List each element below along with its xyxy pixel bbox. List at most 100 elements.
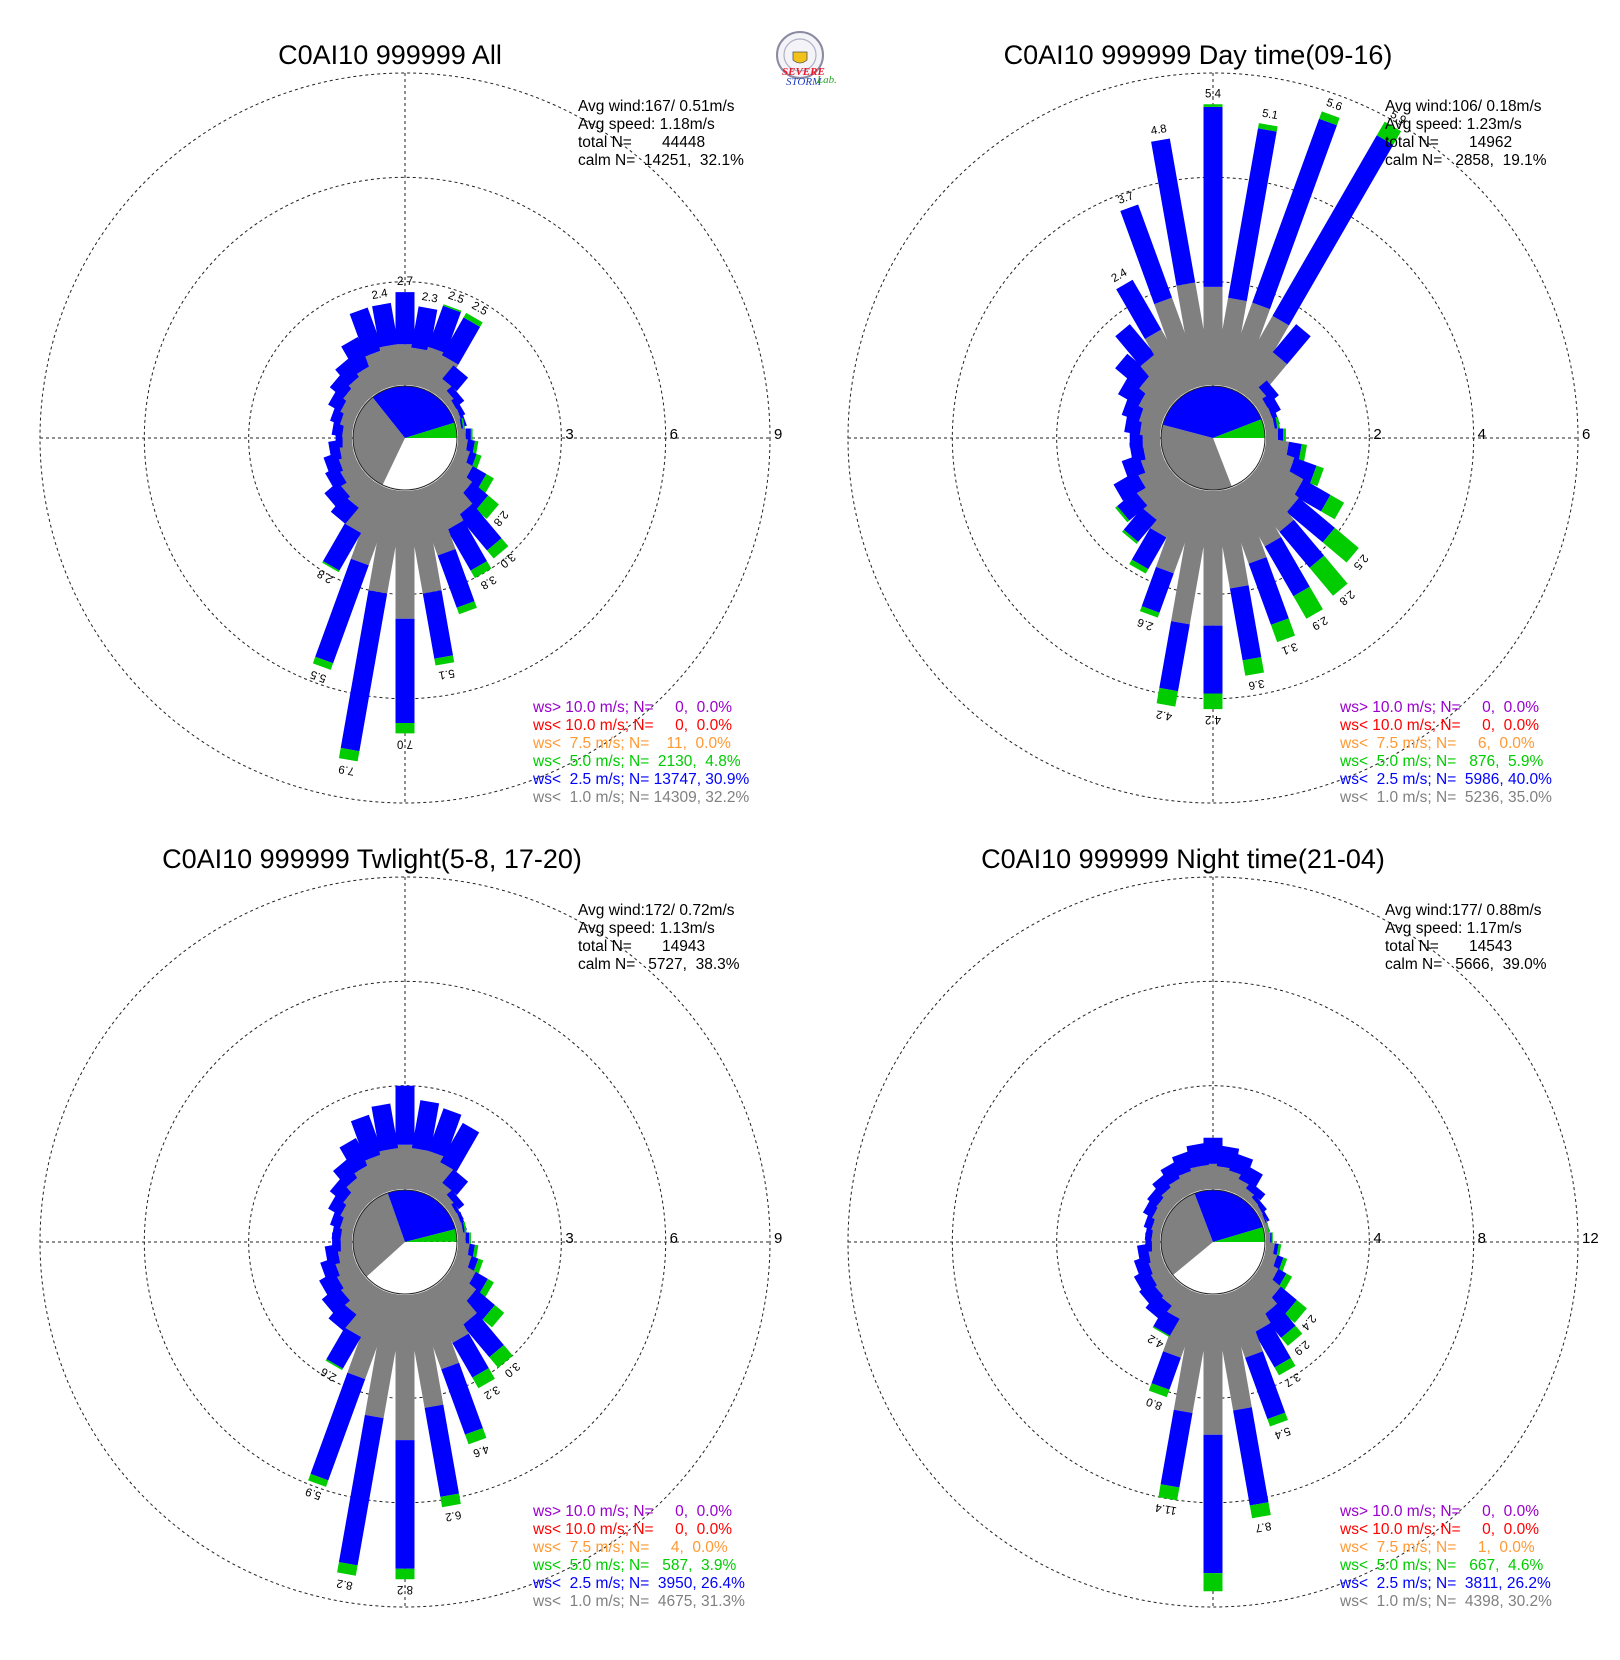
petal-ws-lt5-180: [395, 1568, 415, 1580]
petal-ws-lt2_5-20: [428, 305, 461, 354]
stats-line: Avg speed: 1.13m/s: [578, 920, 715, 937]
petal-ws-lt5-200: [1139, 606, 1160, 618]
petal-ws-lt2_5-210: [1131, 528, 1167, 570]
calm-pie-slice: [387, 1190, 456, 1242]
calm-pie-slice: [366, 1242, 457, 1295]
petal-ws-lt5-0: [1203, 104, 1223, 107]
petal-ws-lt5-140: [1281, 1325, 1303, 1346]
petal-ws-lt5-30: [463, 312, 483, 327]
petal-value-label: 11.4: [1154, 1501, 1178, 1517]
petal-value-label: 5.6: [1325, 97, 1344, 114]
petal-ws-lt1-220: [344, 472, 379, 508]
petal-ws-lt5-190: [1156, 687, 1178, 707]
petal-ws-lt2_5-60: [1262, 393, 1281, 415]
petal-ws-lt2_5-250: [1121, 454, 1146, 479]
petal-ws-lt2_5-130: [464, 1289, 495, 1320]
petal-ws-lt2_5-200: [1151, 1351, 1181, 1390]
stats-line: Avg wind:172/ 0.72m/s: [578, 902, 735, 919]
petal-ws-lt1-190: [1171, 488, 1214, 625]
petal-ws-lt2_5-50: [1258, 380, 1279, 402]
petal-value-label: 3.7: [1116, 190, 1135, 207]
petal-ws-lt1-190: [1173, 1292, 1214, 1413]
legend-entry: ws< 10.0 m/s; N= 0, 0.0%: [1339, 717, 1539, 734]
ring-tick-label: 6: [670, 426, 678, 443]
petal-ws-lt5-220: [1122, 529, 1139, 544]
calm-pie-slice: [1194, 1190, 1263, 1242]
calm-pie-slice: [372, 385, 455, 438]
severe-storm-lab-logo: SEVERE STORM Lab.: [776, 31, 837, 88]
stats-line: Avg wind:167/ 0.51m/s: [578, 98, 735, 115]
petal-ws-lt5-180: [1203, 693, 1223, 710]
legend-entry: ws< 5.0 m/s; N= 876, 5.9%: [1339, 753, 1544, 770]
petal-ws-lt5-130: [1322, 527, 1359, 563]
petal-ws-lt2_5-160: [441, 1362, 483, 1435]
calm-pie-slice: [1172, 1242, 1265, 1294]
petal-value-label: 7.0: [397, 737, 413, 749]
calm-pie-slice: [405, 1229, 457, 1242]
grid-ring: [248, 281, 562, 595]
petal-ws-lt2_5-160: [437, 549, 475, 608]
calm-circle-outline: [1160, 1189, 1266, 1295]
petal-ws-lt2_5-350: [372, 302, 399, 348]
petal-ws-lt2_5-50: [446, 1190, 465, 1210]
petal-ws-lt5-170: [1242, 657, 1264, 676]
petal-ws-lt2_5-140: [462, 1313, 504, 1358]
petal-ws-lt5-120: [1321, 494, 1345, 520]
petal-ws-lt1-30: [1231, 315, 1289, 397]
petal-ws-lt1-140: [1239, 472, 1294, 532]
petal-ws-lt2_5-180: [1203, 1434, 1223, 1574]
petal-ws-lt2_5-330: [341, 337, 374, 374]
petal-ws-lt2_5-200: [1141, 566, 1174, 613]
calm-pie-slice: [1213, 438, 1265, 487]
petal-ws-lt5-200: [1148, 1383, 1170, 1398]
petal-ws-lt1-200: [350, 484, 396, 566]
petal-ws-lt2_5-190: [338, 1414, 384, 1566]
logo-shield-icon: [792, 51, 808, 64]
petal-ws-lt5-210: [1129, 559, 1149, 574]
panel-title: C0AI10 999999 Night time(21-04): [981, 844, 1385, 874]
petal-ws-lt1-350: [1190, 1164, 1214, 1192]
legend-entry: ws< 5.0 m/s; N= 587, 3.9%: [532, 1557, 737, 1574]
petal-ws-lt1-120: [1254, 456, 1304, 496]
petal-ws-lt5-160: [456, 601, 477, 615]
petal-value-label: 5.4: [1272, 1424, 1292, 1441]
petal-ws-lt1-20: [1222, 302, 1270, 392]
calm-pie-slice: [353, 397, 405, 485]
petal-ws-lt2_5-10: [411, 1100, 440, 1152]
petal-ws-lt5-150: [1293, 586, 1323, 619]
petal-ws-lt5-170: [434, 655, 455, 666]
petal-ws-lt2_5-190: [1159, 621, 1190, 692]
calm-pie-slice: [1213, 419, 1265, 438]
petal-ws-lt2_5-350: [1186, 1142, 1209, 1168]
legend-entry: ws< 10.0 m/s; N= 0, 0.0%: [1339, 1521, 1539, 1538]
petal-ws-lt2_5-220: [328, 1302, 357, 1331]
petal-ws-lt1-20: [414, 1150, 446, 1196]
legend-entry: ws< 1.0 m/s; N= 4398, 30.2%: [1339, 1593, 1552, 1610]
petal-value-label: 4.2: [1155, 707, 1173, 722]
petal-value-label: 4.2: [1205, 713, 1221, 725]
petal-ws-lt5-30: [1376, 121, 1402, 145]
legend-entry: ws< 5.0 m/s; N= 2130, 4.8%: [532, 753, 741, 770]
petal-ws-lt5-10: [1258, 123, 1278, 132]
petal-ws-lt2_5-230: [321, 1286, 350, 1314]
petal-ws-lt2_5-320: [333, 1158, 361, 1187]
legend-entry: ws< 10.0 m/s; N= 0, 0.0%: [532, 717, 732, 734]
petal-ws-lt1-110: [1259, 447, 1295, 476]
petal-ws-lt2_5-40: [442, 365, 469, 391]
petal-ws-lt5-20: [443, 304, 462, 313]
petal-ws-lt1-10: [1212, 297, 1247, 388]
calm-pie-slice: [405, 422, 458, 438]
grid-ring: [1056, 1085, 1370, 1399]
stats-line: Avg wind:106/ 0.18m/s: [1385, 98, 1542, 115]
petal-ws-lt5-140: [487, 538, 509, 559]
petal-ws-lt5-190: [1158, 1484, 1180, 1501]
petal-ws-lt1-20: [414, 346, 446, 392]
petal-ws-lt2_5-340: [349, 307, 384, 357]
petal-ws-lt5-110: [1310, 465, 1324, 487]
petal-ws-lt2_5-310: [1115, 353, 1152, 389]
petal-ws-lt2_5-200: [310, 1372, 366, 1481]
petal-ws-lt2_5-160: [1248, 557, 1289, 625]
legend-entry: ws< 7.5 m/s; N= 11, 0.0%: [532, 735, 731, 752]
calm-pie-slice: [1160, 424, 1232, 491]
